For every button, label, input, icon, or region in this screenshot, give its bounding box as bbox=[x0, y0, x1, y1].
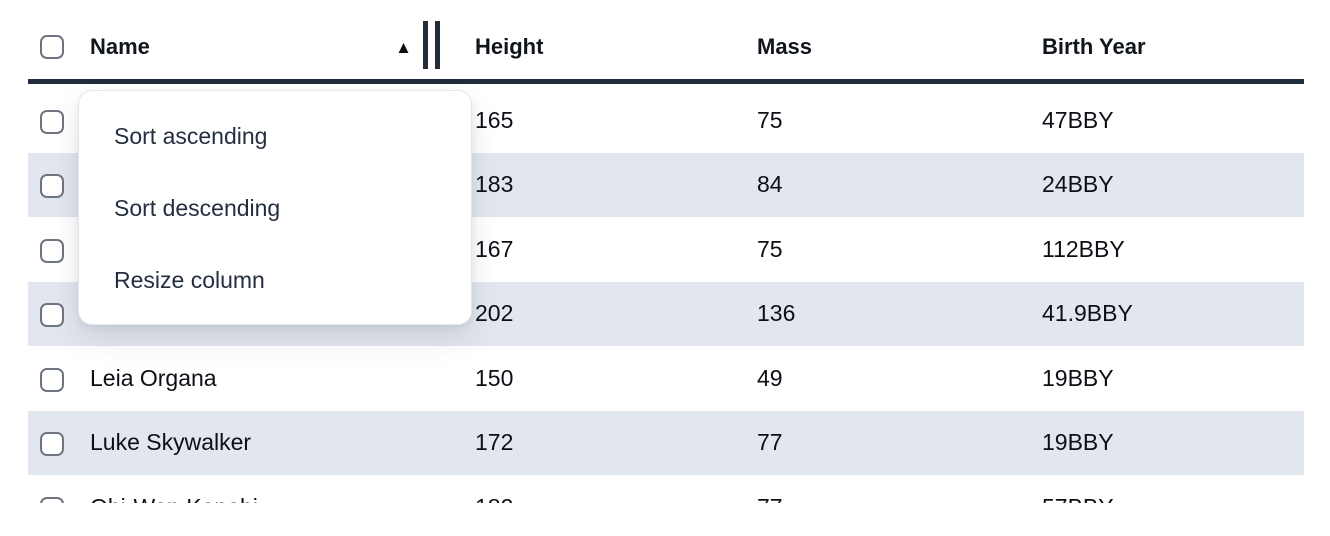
table-row: Leia Organa 150 49 19BBY bbox=[28, 346, 1304, 411]
cell-height: 150 bbox=[475, 364, 514, 391]
column-header-birth-year[interactable]: Birth Year bbox=[1007, 0, 1304, 79]
row-select-cell bbox=[28, 494, 80, 503]
cell-name: Leia Organa bbox=[90, 364, 217, 391]
row-select-cell bbox=[28, 171, 80, 199]
cell-birth-year: 41.9BBY bbox=[1042, 300, 1133, 327]
row-checkbox[interactable] bbox=[40, 367, 64, 392]
cell-birth-year: 19BBY bbox=[1042, 364, 1114, 391]
cell-height: 183 bbox=[475, 171, 514, 198]
menu-item-sort-descending[interactable]: Sort descending bbox=[114, 194, 281, 221]
cell-birth-year: 47BBY bbox=[1042, 106, 1114, 133]
row-checkbox[interactable] bbox=[40, 174, 64, 199]
column-header-height[interactable]: Height bbox=[440, 0, 722, 79]
cell-height: 167 bbox=[475, 235, 514, 262]
cell-mass: 75 bbox=[757, 235, 783, 262]
row-select-cell bbox=[28, 236, 80, 263]
row-checkbox[interactable] bbox=[40, 109, 64, 134]
cell-name: Obi-Wan Kenobi bbox=[80, 494, 440, 503]
row-checkbox[interactable] bbox=[40, 496, 64, 503]
row-select-cell bbox=[28, 300, 80, 328]
cell-birth-year: 24BBY bbox=[1042, 171, 1114, 198]
row-checkbox[interactable] bbox=[40, 303, 64, 328]
column-label-name: Name bbox=[90, 33, 150, 59]
row-checkbox[interactable] bbox=[40, 432, 64, 457]
column-label-height: Height bbox=[475, 33, 544, 59]
cell-mass: 77 bbox=[757, 429, 783, 456]
menu-item-sort-ascending[interactable]: Sort ascending bbox=[114, 122, 268, 149]
cell-mass: 77 bbox=[722, 494, 1007, 503]
cell-birth-year: 19BBY bbox=[1042, 429, 1114, 456]
cell-height: 172 bbox=[475, 429, 514, 456]
column-header-name[interactable]: Name ▲ bbox=[80, 0, 440, 79]
cell-height: 165 bbox=[475, 106, 514, 133]
cell-mass: 75 bbox=[757, 106, 783, 133]
table-row: Obi-Wan Kenobi 182 77 57BBY bbox=[28, 475, 1304, 503]
cell-height: 202 bbox=[475, 300, 514, 327]
cell-name: Luke Skywalker bbox=[90, 429, 252, 456]
column-label-birth-year: Birth Year bbox=[1042, 33, 1146, 59]
menu-item-resize-column[interactable]: Resize column bbox=[114, 266, 265, 293]
header-cell-select bbox=[28, 0, 80, 79]
cell-height: 182 bbox=[440, 494, 722, 503]
column-header-mass[interactable]: Mass bbox=[722, 0, 1007, 79]
cell-mass: 84 bbox=[757, 171, 783, 198]
column-context-menu: Sort ascending Sort descending Resize co… bbox=[78, 90, 472, 325]
table-header-row: Name ▲ Height Mass Birth Year bbox=[28, 0, 1304, 84]
column-resize-handle[interactable] bbox=[423, 21, 440, 69]
cell-birth-year: 112BBY bbox=[1042, 235, 1125, 262]
column-label-mass: Mass bbox=[757, 33, 813, 59]
row-select-cell bbox=[28, 365, 80, 392]
row-select-cell bbox=[28, 429, 80, 457]
row-checkbox[interactable] bbox=[40, 238, 64, 263]
select-all-checkbox[interactable] bbox=[40, 34, 64, 59]
cell-mass: 136 bbox=[757, 300, 796, 327]
table-row: Luke Skywalker 172 77 19BBY bbox=[28, 410, 1304, 475]
cell-mass: 49 bbox=[757, 364, 783, 391]
row-select-cell bbox=[28, 107, 80, 134]
sort-ascending-icon: ▲ bbox=[395, 38, 412, 57]
cell-birth-year: 57BBY bbox=[1007, 494, 1304, 503]
